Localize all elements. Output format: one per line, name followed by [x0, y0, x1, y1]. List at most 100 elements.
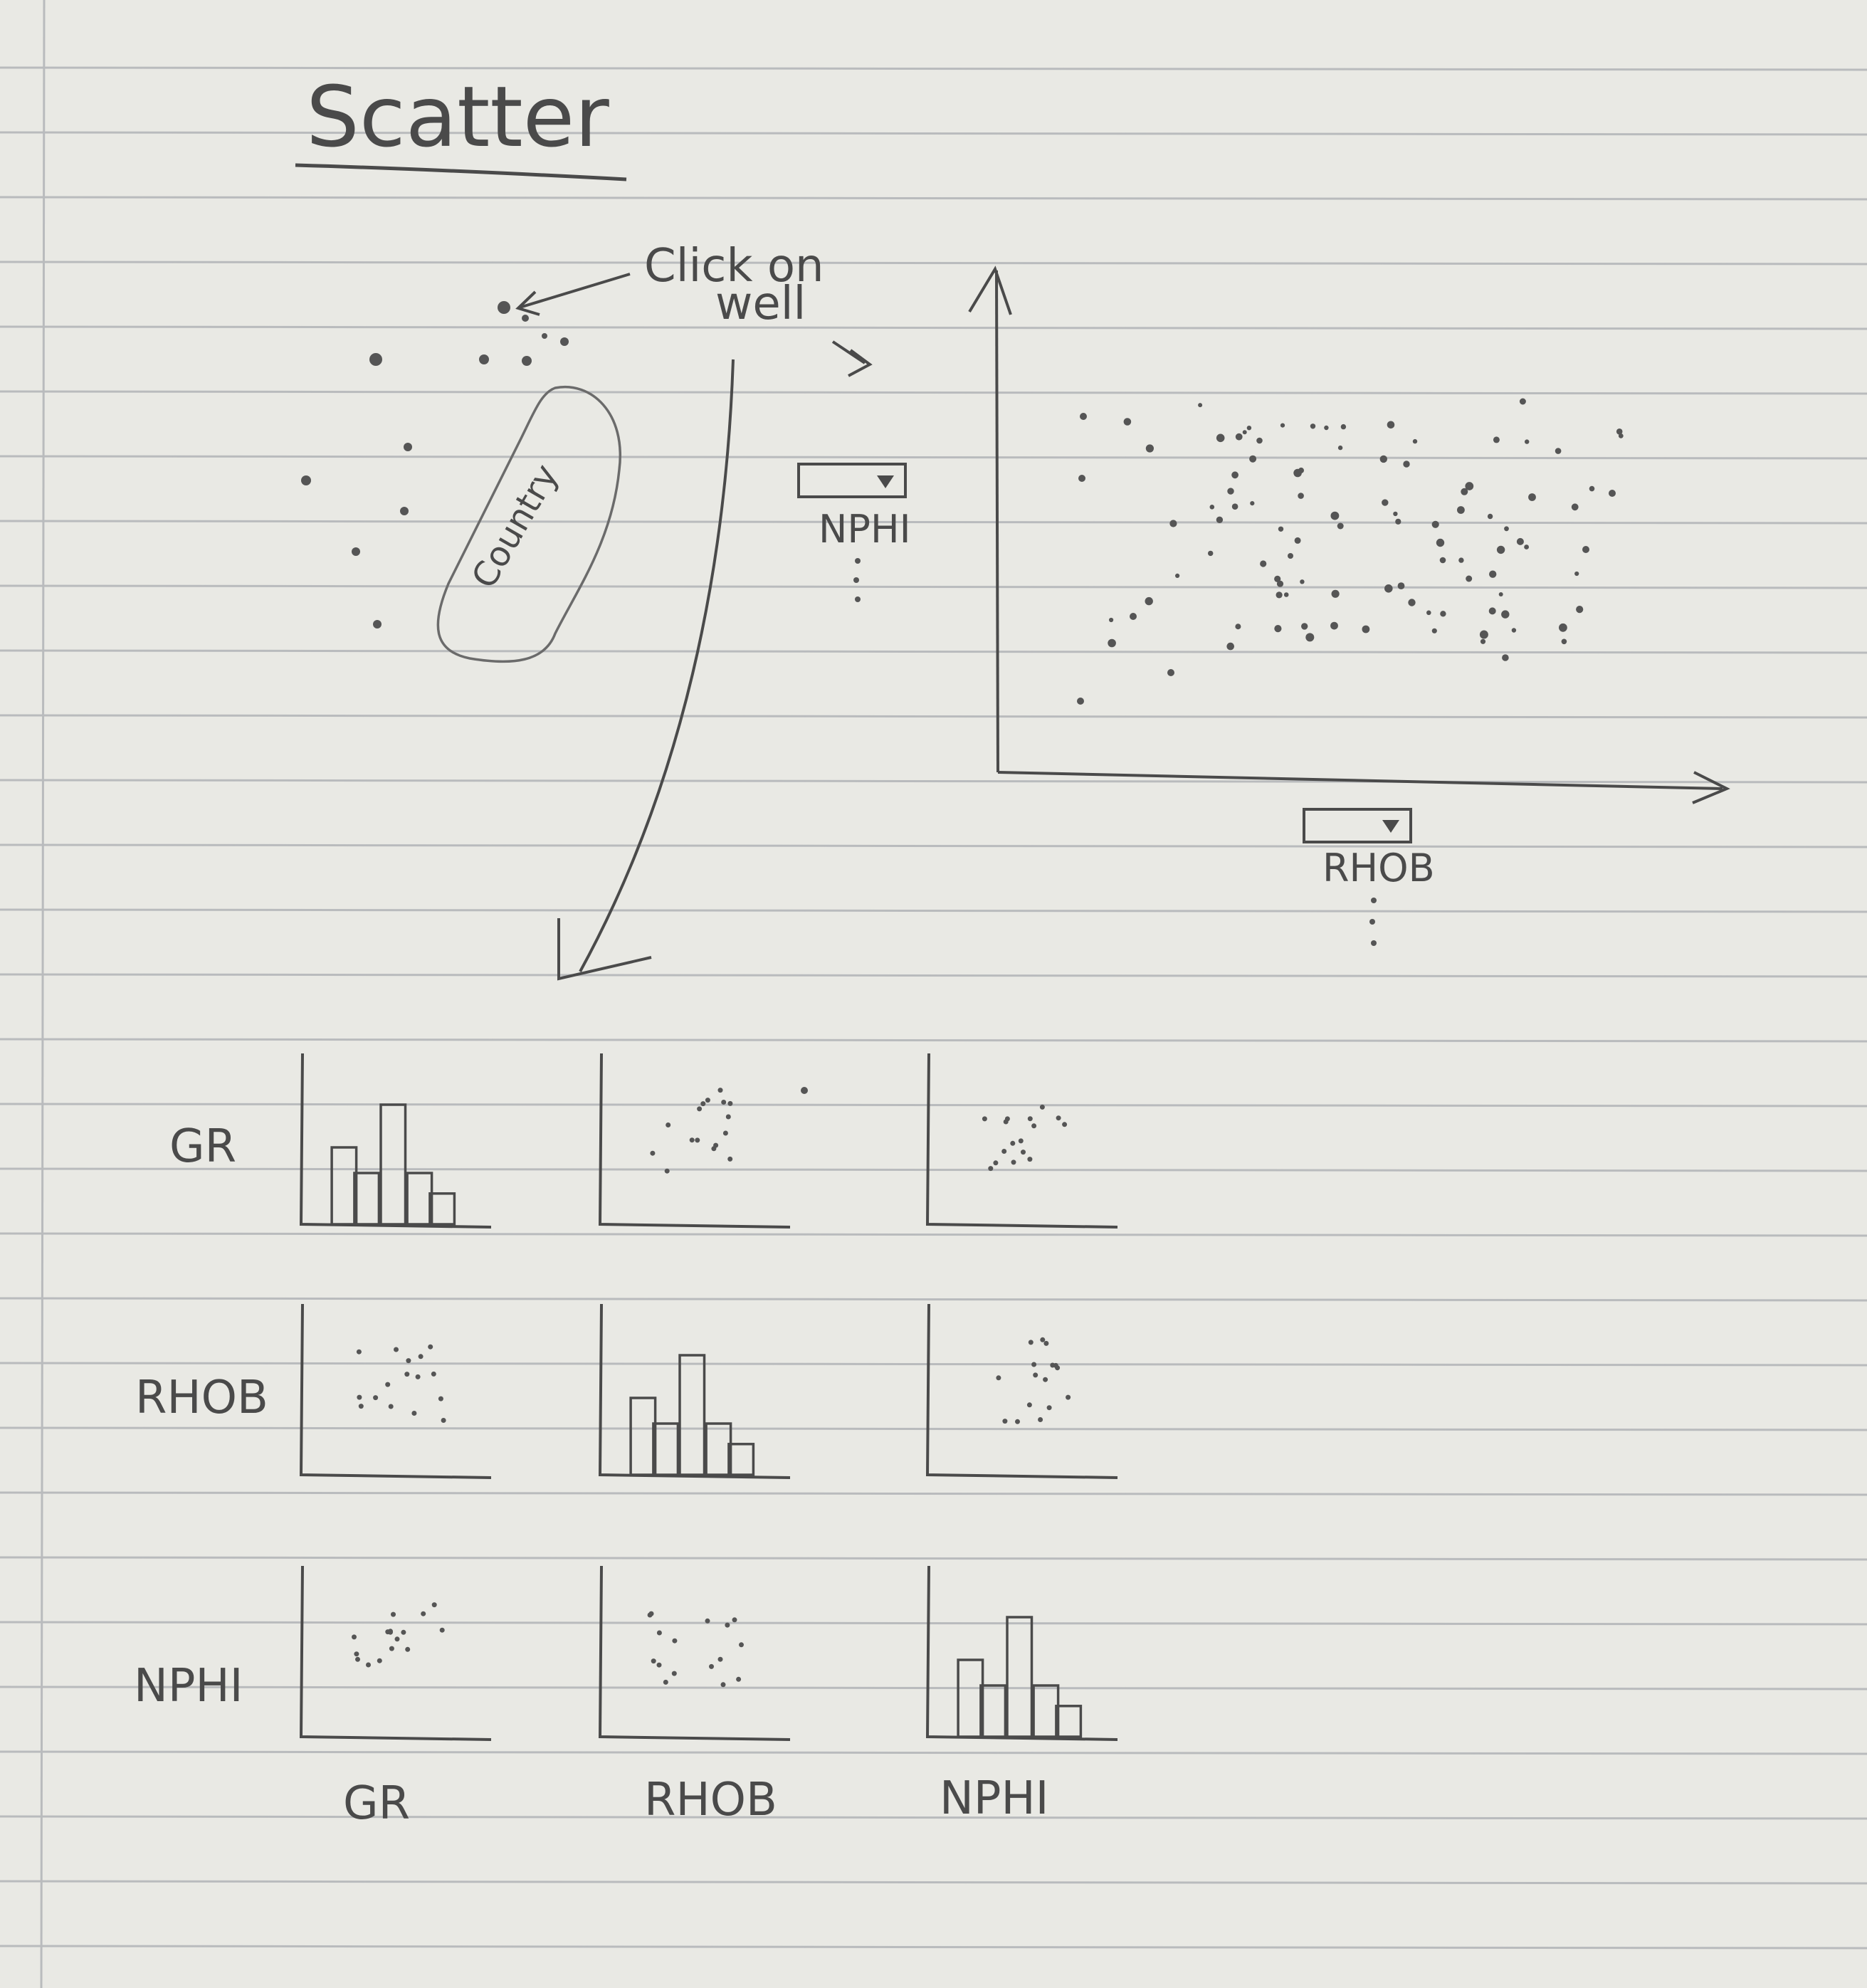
scatter-point [1077, 698, 1084, 705]
cell-axes [299, 1053, 492, 1229]
matrix-point [1038, 1417, 1043, 1422]
scatter-point [1216, 516, 1224, 523]
scatter-point [1528, 493, 1536, 501]
well-dot [301, 475, 311, 485]
col-label-gr: GR [343, 1777, 410, 1830]
scatter-point [1502, 654, 1509, 661]
click-on-label: Click on [644, 240, 824, 293]
scatter-point [1408, 599, 1416, 606]
matrix-cell-rhob-rhob [598, 1303, 791, 1479]
well-dot [352, 547, 360, 556]
chevron-down-icon[interactable] [1382, 820, 1399, 833]
rule-line [0, 1297, 1867, 1302]
scatter-point [1589, 485, 1595, 492]
scatter-point [1249, 455, 1257, 463]
matrix-point [656, 1630, 662, 1636]
scatter-point [1078, 475, 1085, 482]
to-plot-arrow-shaft [831, 340, 866, 364]
rule-line [0, 973, 1867, 978]
matrix-point [1043, 1377, 1048, 1382]
scatter-point [1216, 433, 1225, 443]
rule-line [0, 131, 1867, 136]
row-label-rhob: RHOB [135, 1372, 268, 1424]
matrix-point [1004, 1116, 1010, 1122]
scatter-point [1496, 545, 1505, 554]
row-label-gr: GR [169, 1120, 236, 1173]
matrix-point [982, 1116, 987, 1122]
country-outline[interactable] [436, 385, 621, 663]
scatter-point [1130, 613, 1137, 620]
scatter-point [1298, 493, 1304, 499]
matrix-point [406, 1358, 411, 1364]
to-plot-arrow-head [848, 349, 873, 377]
scatter-point [1260, 560, 1267, 567]
matrix-point [717, 1088, 723, 1093]
title-underline [295, 163, 627, 182]
histogram-bar [1032, 1684, 1060, 1738]
matrix-point [1002, 1419, 1008, 1424]
matrix-point [421, 1611, 426, 1616]
well-dot [369, 353, 382, 366]
scatter-point [1465, 482, 1474, 490]
matrix-point [405, 1646, 411, 1652]
matrix-point [1056, 1115, 1061, 1121]
histogram-bar [957, 1658, 984, 1738]
scatter-point [1525, 439, 1530, 444]
rule-line [0, 1685, 1867, 1690]
scatter-point [1571, 503, 1579, 511]
scatter-point [1479, 630, 1488, 639]
y-axis-dropdown-box[interactable] [797, 463, 907, 498]
scatter-point [1555, 448, 1562, 454]
x-axis-dropdown-box[interactable] [1303, 808, 1412, 843]
matrix-point [388, 1404, 394, 1409]
matrix-point [1039, 1104, 1045, 1110]
matrix-cell-nphi-gr [299, 1565, 492, 1741]
click-arrow-shaft [519, 273, 631, 309]
chevron-down-icon[interactable] [877, 475, 894, 488]
matrix-point [1011, 1159, 1016, 1165]
scatter-point [1516, 537, 1524, 545]
well-dot [479, 354, 489, 364]
matrix-point [411, 1411, 417, 1416]
matrix-point [725, 1622, 730, 1628]
matrix-point [671, 1671, 677, 1676]
scatter-point [1576, 606, 1584, 614]
matrix-point [996, 1375, 1001, 1381]
scatter-point [1379, 455, 1388, 463]
histogram-bar [353, 1172, 381, 1226]
scatter-point [1167, 669, 1174, 676]
scatter-point [1504, 526, 1509, 532]
rule-line [0, 261, 1867, 265]
x-axis-dropdown[interactable] [1303, 808, 1412, 843]
matrix-point [356, 1349, 362, 1355]
scatter-point [1080, 413, 1087, 420]
well-dot [373, 620, 382, 629]
y-axis-dropdown[interactable] [797, 463, 907, 498]
matrix-point [354, 1651, 359, 1657]
to-matrix-arrow-shaft [579, 359, 735, 972]
scatter-point [1440, 611, 1446, 617]
matrix-point [391, 1611, 396, 1617]
rule-line [0, 1167, 1867, 1172]
matrix-point [385, 1382, 391, 1387]
matrix-point [373, 1395, 379, 1401]
matrix-point [1026, 1402, 1032, 1408]
rule-line [0, 1491, 1867, 1496]
scatter-point [1208, 550, 1214, 557]
matrix-cell-nphi-nphi [925, 1565, 1118, 1741]
matrix-point [352, 1634, 357, 1640]
matrix-point [1033, 1372, 1038, 1378]
matrix-point [415, 1374, 421, 1379]
rule-line [0, 714, 1867, 719]
scatter-point [1331, 589, 1340, 598]
page-title: Scatter [306, 68, 609, 166]
matrix-point [1046, 1405, 1052, 1411]
ellipsis-dot [1369, 919, 1375, 925]
scatter-point [1609, 490, 1616, 497]
matrix-cell-gr-gr [299, 1053, 492, 1229]
scatter-point [1493, 436, 1500, 443]
matrix-point [1018, 1138, 1024, 1144]
rule-line [0, 1038, 1867, 1043]
scatter-point [1283, 592, 1289, 597]
